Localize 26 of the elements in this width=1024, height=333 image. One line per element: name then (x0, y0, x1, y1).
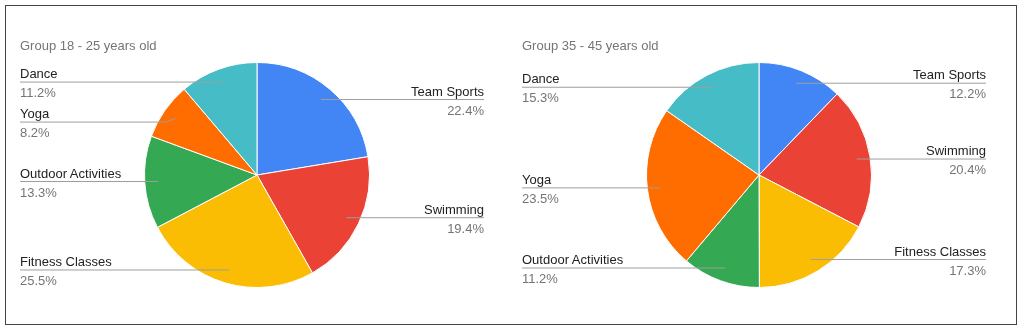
slice-label: Outdoor Activities (522, 252, 624, 268)
slice-label: Fitness Classes (894, 243, 987, 259)
data-label: 11.2% (20, 85, 57, 101)
data-label: 8.2% (20, 125, 51, 141)
data-label: 25.5% (20, 272, 58, 288)
data-label: 20.4% (949, 162, 987, 178)
chart-title: Group 35 - 45 years old (522, 38, 659, 53)
slice-label: Dance (522, 71, 560, 87)
slice-label: Team Sports (411, 83, 485, 99)
data-label: 17.3% (949, 262, 987, 278)
chart-title: Group 18 - 25 years old (20, 38, 157, 53)
data-label: 12.2% (949, 86, 987, 102)
slice-label: Team Sports (913, 67, 987, 83)
data-label: 11.2% (522, 271, 559, 287)
data-label: 19.4% (447, 220, 485, 236)
data-label: 13.3% (20, 184, 58, 200)
data-label: 22.4% (447, 102, 485, 118)
data-label: 15.3% (522, 90, 560, 106)
slice-label: Yoga (522, 171, 552, 187)
data-label: 23.5% (522, 190, 560, 206)
slice-label: Dance (20, 66, 58, 82)
slice-label: Fitness Classes (20, 253, 113, 269)
slice-label: Swimming (424, 201, 484, 217)
slice-label: Swimming (926, 143, 986, 159)
slice-label: Yoga (20, 106, 50, 122)
slice-label: Outdoor Activities (20, 165, 122, 181)
